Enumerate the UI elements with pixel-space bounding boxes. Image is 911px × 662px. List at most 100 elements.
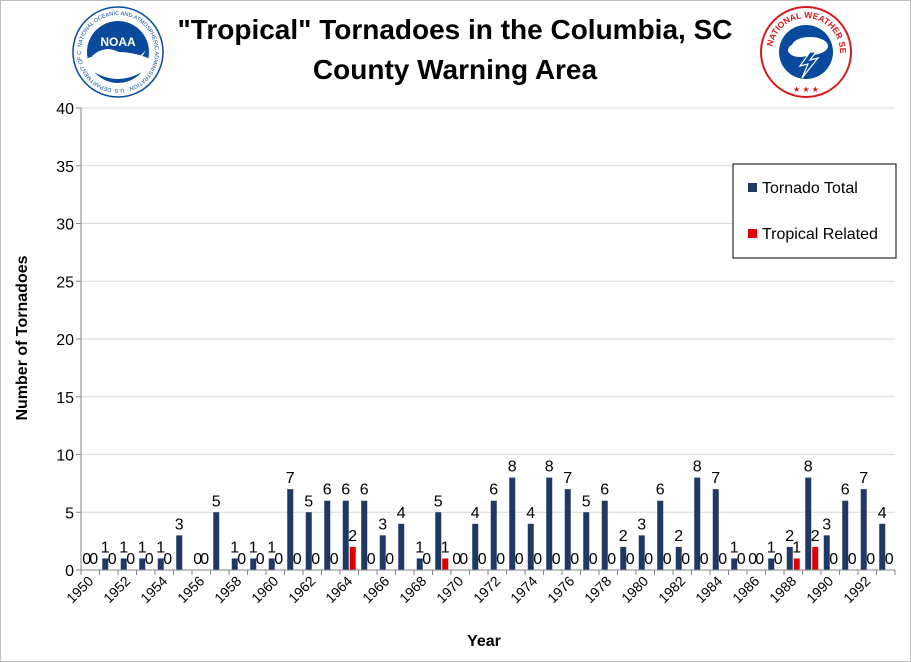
y-tick-label: 5: [65, 505, 74, 522]
data-label-tropical: 0: [385, 551, 394, 568]
data-label-total: 6: [656, 482, 665, 499]
data-label-tropical: 1: [792, 539, 801, 556]
legend-swatch-tropical: [748, 229, 757, 238]
data-label-total: 7: [286, 470, 295, 487]
data-label-total: 3: [378, 516, 387, 533]
legend: Tornado Total Tropical Related: [732, 163, 897, 259]
data-label-tropical: 0: [311, 551, 320, 568]
bar-tornado-total: [601, 500, 608, 570]
data-label-total: 7: [711, 470, 720, 487]
data-label-total: 3: [637, 516, 646, 533]
data-label-total: 6: [360, 482, 369, 499]
data-label-tropical: 1: [441, 539, 450, 556]
data-label-tropical: 0: [589, 551, 598, 568]
bar-tropical-related: [793, 558, 800, 570]
x-tick-label: 1954: [137, 573, 170, 606]
data-label-total: 1: [230, 539, 239, 556]
bar-tornado-total: [250, 558, 257, 570]
data-label-tropical: 0: [737, 551, 746, 568]
bar-tornado-total: [768, 558, 775, 570]
y-axis-label: Number of Tornadoes: [14, 255, 31, 420]
y-tick-label: 15: [56, 390, 74, 407]
x-tick-label: 1968: [396, 573, 429, 606]
noaa-logo: NOAA NATIONAL OCEANIC AND ATMOSPHERIC AD…: [72, 6, 164, 98]
data-label-tropical: 0: [459, 551, 468, 568]
x-tick-label: 1986: [729, 573, 762, 606]
data-label-total: 0: [748, 551, 757, 568]
data-labels: 0010101010300510101070506062603041051004…: [82, 459, 894, 568]
x-tick-label: 1990: [803, 573, 836, 606]
bar-tornado-total: [472, 523, 479, 570]
data-label-total: 1: [156, 539, 165, 556]
legend-label-tropical: Tropical Related: [762, 226, 878, 243]
bar-tornado-total: [231, 558, 238, 570]
bar-tornado-total: [416, 558, 423, 570]
data-label-tropical: 0: [200, 551, 209, 568]
data-label-total: 5: [582, 493, 591, 510]
bar-tornado-total: [675, 546, 682, 570]
data-label-total: 7: [563, 470, 572, 487]
data-label-tropical: 0: [607, 551, 616, 568]
data-label-total: 8: [508, 459, 517, 476]
bar-tornado-total: [620, 546, 627, 570]
data-label-total: 1: [415, 539, 424, 556]
data-label-total: 4: [878, 505, 887, 522]
bar-tornado-total: [527, 523, 534, 570]
data-label-tropical: 0: [274, 551, 283, 568]
x-tick-label: 1964: [322, 573, 355, 606]
x-tick-label: 1988: [766, 573, 799, 606]
star-icon: ★ ★ ★: [793, 85, 819, 94]
data-label-tropical: 0: [163, 551, 172, 568]
bar-tornado-total: [287, 489, 294, 570]
bar-tornado-total: [268, 558, 275, 570]
bar-tornado-total: [786, 546, 793, 570]
data-label-total: 1: [767, 539, 776, 556]
y-tick-label: 40: [56, 101, 74, 118]
data-label-total: 0: [193, 551, 202, 568]
y-tick-label: 20: [56, 332, 74, 349]
bar-tornado-total: [120, 558, 127, 570]
bar-tornado-total: [398, 523, 405, 570]
data-label-total: 8: [804, 459, 813, 476]
data-label-total: 6: [489, 482, 498, 499]
bar-tornado-total: [342, 500, 349, 570]
data-label-total: 1: [730, 539, 739, 556]
data-label-tropical: 0: [681, 551, 690, 568]
x-tick-label: 1982: [655, 573, 688, 606]
x-tick-label: 1960: [248, 573, 281, 606]
bar-tropical-related: [812, 546, 819, 570]
data-label-tropical: 0: [293, 551, 302, 568]
noaa-logo-text: NOAA: [100, 35, 136, 49]
bar-tornado-total: [490, 500, 497, 570]
data-label-tropical: 0: [885, 551, 894, 568]
data-label-total: 0: [452, 551, 461, 568]
data-label-total: 5: [434, 493, 443, 510]
chart-title-line1: "Tropical" Tornadoes in the Columbia, SC: [177, 14, 733, 45]
data-label-tropical: 0: [330, 551, 339, 568]
nws-logo: NATIONAL WEATHER SERVICE ★ ★ ★: [760, 6, 852, 98]
bar-tornado-total: [842, 500, 849, 570]
bar-tornado-total: [361, 500, 368, 570]
x-tick-label: 1974: [507, 573, 540, 606]
data-label-total: 6: [323, 482, 332, 499]
data-label-total: 4: [471, 505, 480, 522]
y-tick-label: 35: [56, 159, 74, 176]
x-tick-label: 1980: [618, 573, 651, 606]
data-label-total: 2: [785, 528, 794, 545]
data-label-total: 5: [304, 493, 313, 510]
data-label-tropical: 0: [663, 551, 672, 568]
data-label-tropical: 0: [422, 551, 431, 568]
data-label-total: 1: [249, 539, 258, 556]
y-tick-label: 25: [56, 274, 74, 291]
data-label-total: 0: [82, 551, 91, 568]
data-label-tropical: 0: [515, 551, 524, 568]
bar-tornado-total: [823, 535, 830, 570]
data-label-total: 6: [841, 482, 850, 499]
data-label-total: 6: [600, 482, 609, 499]
y-tick-label: 30: [56, 217, 74, 234]
x-tick-label: 1992: [840, 573, 873, 606]
data-label-tropical: 0: [774, 551, 783, 568]
data-label-total: 3: [175, 516, 184, 533]
bar-tropical-related: [442, 558, 449, 570]
bar-tornado-total: [435, 512, 442, 570]
